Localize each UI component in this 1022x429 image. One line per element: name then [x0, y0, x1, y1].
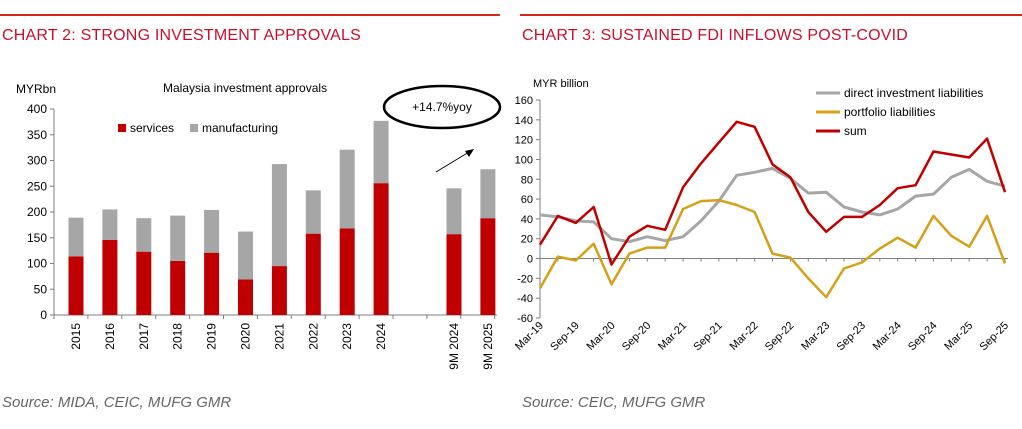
- line-sum: [538, 120, 1007, 266]
- bar-manufacturing: [271, 164, 287, 267]
- bar-services: [271, 266, 287, 315]
- y-tick-label: 80: [521, 174, 533, 186]
- y-tick-label: -60: [517, 313, 533, 325]
- x-tick-label: 2017: [137, 323, 151, 350]
- chart-panel-fdi-inflows: CHART 3: SUSTAINED FDI INFLOWS POST-COVI…: [513, 0, 1022, 429]
- y-tick-label: 350: [27, 128, 47, 142]
- y-tick-label: 200: [27, 205, 47, 219]
- chart-subtitle: Malaysia investment approvals: [163, 81, 327, 95]
- x-tick-label: Sep-19: [548, 320, 582, 354]
- x-tick-label: Sep-20: [620, 320, 654, 354]
- y-tick-label: 60: [521, 194, 533, 206]
- x-tick-label: Sep-24: [906, 320, 940, 354]
- title-rule: [520, 14, 1022, 16]
- bar-manufacturing: [204, 209, 220, 253]
- chart-title: CHART 3: SUSTAINED FDI INFLOWS POST-COVI…: [522, 27, 909, 44]
- y-tick-label: 300: [27, 154, 47, 168]
- x-tick-label: Sep-22: [763, 320, 797, 354]
- x-tick-label: Mar-23: [799, 320, 832, 353]
- legend-swatch: [190, 124, 198, 132]
- x-tick-label: Mar-20: [585, 320, 618, 353]
- y-axis-label: MYR billion: [533, 78, 589, 90]
- bar-services: [238, 279, 253, 315]
- x-tick-label: 2022: [306, 323, 320, 350]
- bar-manufacturing: [68, 217, 84, 257]
- y-tick-label: 250: [27, 179, 47, 193]
- annotation-ellipse: [382, 84, 502, 130]
- annotation-arrow: [435, 151, 470, 173]
- x-tick-label: 9M 2025: [481, 323, 495, 370]
- y-tick-label: 140: [515, 115, 533, 127]
- bar-services: [204, 252, 220, 315]
- fdi-inflows-chart: MYR billion -60 -40 -20 0 20 40 60 80 100 120 140 16…: [513, 78, 1012, 354]
- x-tick-label: 2018: [171, 323, 185, 350]
- x-tick-label: 2016: [103, 323, 117, 350]
- bar-services: [446, 234, 462, 315]
- bar-services: [102, 239, 118, 315]
- legend-label: portfolio liabilities: [844, 105, 935, 119]
- y-tick-label: 150: [27, 231, 47, 245]
- y-tick-label: 50: [34, 282, 48, 296]
- x-tick-label: Sep-21: [691, 320, 725, 354]
- chart-title: CHART 2: STRONG INVESTMENT APPROVALS: [2, 27, 361, 44]
- legend-label: services: [130, 121, 174, 135]
- legend-swatch: [118, 124, 126, 132]
- legend-label: manufacturing: [202, 121, 278, 135]
- x-tick-label: Mar-24: [871, 320, 904, 353]
- x-tick-label: 9M 2024: [447, 323, 461, 370]
- bar-manufacturing: [373, 120, 389, 184]
- investment-approvals-chart: MYRbn Malaysia investment approvals 0 50 100…: [16, 81, 502, 370]
- bar-services: [136, 251, 152, 315]
- x-tick-label: 2021: [272, 323, 286, 350]
- bar-manufacturing: [446, 188, 462, 235]
- annotation-arrowhead: [465, 149, 474, 157]
- y-tick-label: 20: [521, 234, 533, 246]
- bar-services: [480, 218, 496, 315]
- x-tick-label: 2024: [374, 323, 388, 350]
- y-tick-label: 400: [27, 102, 47, 116]
- x-tick-label: Mar-22: [728, 320, 761, 353]
- y-tick-label: 0: [527, 254, 533, 266]
- line-direct-investment-liabilities: [539, 166, 1006, 244]
- bar-services: [339, 228, 355, 315]
- bar-manufacturing: [136, 218, 152, 252]
- y-tick-label: -40: [517, 293, 533, 305]
- x-tick-label: 2020: [239, 323, 253, 350]
- title-rule: [0, 14, 500, 16]
- y-tick-label: -20: [517, 273, 533, 285]
- legend-label: sum: [844, 124, 867, 138]
- bar-manufacturing: [480, 169, 496, 219]
- legend-label: direct investment liabilities: [844, 86, 983, 100]
- y-axis-label: MYRbn: [16, 82, 56, 96]
- line-portfolio-liabilities: [538, 198, 1007, 299]
- bar-services: [373, 183, 389, 315]
- bar-manufacturing: [238, 231, 253, 280]
- annotation-text: +14.7%yoy: [412, 100, 472, 114]
- bar-manufacturing: [339, 149, 355, 229]
- x-tick-label: Sep-25: [978, 320, 1012, 354]
- bar-manufacturing: [305, 190, 321, 234]
- y-tick-label: 160: [515, 95, 533, 107]
- x-tick-label: 2023: [340, 323, 354, 350]
- x-tick-label: 2019: [205, 323, 219, 350]
- y-tick-label: 40: [521, 214, 533, 226]
- y-tick-label: 0: [40, 308, 47, 322]
- source-note: Source: CEIC, MUFG GMR: [522, 394, 706, 411]
- source-note: Source: MIDA, CEIC, MUFG GMR: [2, 394, 232, 411]
- bar-services: [68, 256, 84, 315]
- y-tick-label: 100: [515, 154, 533, 166]
- x-tick-label: Mar-21: [656, 320, 689, 353]
- bar-services: [305, 233, 321, 315]
- x-tick-label: Sep-23: [834, 320, 868, 354]
- chart-panel-investment-approvals: CHART 2: STRONG INVESTMENT APPROVALS MYR…: [0, 0, 502, 429]
- bar-manufacturing: [170, 215, 186, 261]
- y-tick-label: 120: [515, 135, 533, 147]
- bar-manufacturing: [102, 209, 118, 240]
- x-tick-label: Mar-25: [942, 320, 975, 353]
- x-tick-label: 2015: [69, 323, 83, 350]
- bar-services: [170, 260, 186, 315]
- y-tick-label: 100: [27, 257, 47, 271]
